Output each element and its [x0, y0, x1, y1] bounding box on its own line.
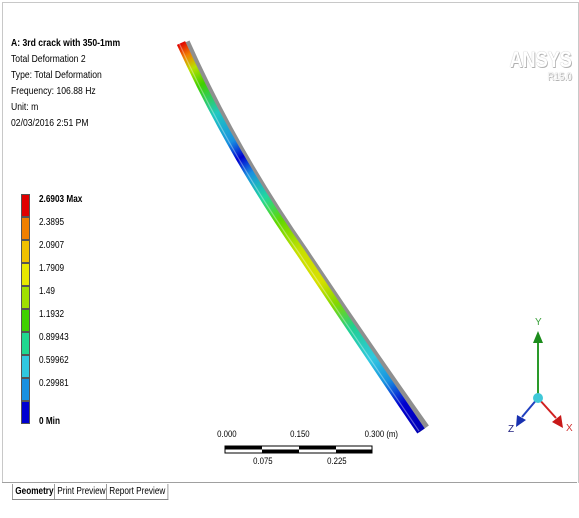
view-tab-bar: Geometry Print Preview Report Preview — [2, 482, 577, 517]
result-unit: Unit: m — [11, 101, 39, 113]
logo-version: R15.0 — [547, 71, 572, 83]
scale-label: 0.150 — [290, 429, 310, 440]
result-type: Type: Total Deformation — [11, 69, 102, 81]
tab-geometry[interactable]: Geometry — [12, 484, 57, 500]
legend-band-3 — [21, 240, 30, 263]
ansys-logo: ANSYS R15.0 — [496, 47, 572, 83]
triad-origin-icon — [533, 393, 543, 403]
legend-value: 2.3895 — [39, 217, 65, 228]
legend-value: 2.0907 — [39, 240, 65, 251]
legend-band-6 — [21, 309, 30, 332]
legend-band-4 — [21, 263, 30, 286]
tab-report-preview[interactable]: Report Preview — [106, 484, 169, 500]
x-axis-arrow-icon — [552, 415, 563, 428]
triad-x-label: X — [566, 423, 573, 434]
legend-band-5 — [21, 286, 30, 309]
legend-band-7 — [21, 332, 30, 355]
legend-value: 1.49 — [39, 286, 55, 297]
legend-band-1 — [21, 194, 30, 217]
graphics-viewport[interactable]: A: 3rd crack with 350-1mm Total Deformat… — [2, 2, 579, 483]
beam-body — [176, 41, 425, 434]
scale-bar-graphic — [224, 445, 373, 454]
legend-value: 0.89943 — [39, 332, 69, 343]
beam-shadow — [178, 40, 429, 433]
scale-label: 0.075 — [253, 456, 273, 467]
logo-brand: ANSYS — [509, 47, 572, 72]
z-axis-arrow-icon — [516, 415, 526, 427]
coordinate-triad[interactable]: Y X Z — [508, 303, 578, 443]
legend-value: 0.59962 — [39, 355, 69, 366]
triad-z-label: Z — [508, 424, 514, 435]
triad-y-label: Y — [535, 317, 542, 328]
legend-max-label: 2.6903 Max — [39, 194, 83, 205]
triad-graphic: Y X Z — [508, 317, 573, 435]
beam-highlight — [178, 42, 420, 432]
scale-ruler: 0.000 0.150 0.300 (m) 0.075 0.225 — [203, 423, 423, 473]
analysis-title: A: 3rd crack with 350-1mm — [11, 37, 121, 49]
scale-label: 0.000 — [217, 429, 237, 440]
deformed-beam-model[interactable] — [3, 3, 578, 483]
legend-min-label: 0 Min — [39, 416, 60, 427]
result-timestamp: 02/03/2016 2:51 PM — [11, 117, 89, 129]
legend-value: 1.1932 — [39, 309, 65, 320]
result-name: Total Deformation 2 — [11, 53, 86, 65]
legend-band-9 — [21, 378, 30, 401]
legend-value: 1.7909 — [39, 263, 65, 274]
result-frequency: Frequency: 106.88 Hz — [11, 85, 96, 97]
result-info-block: A: 3rd crack with 350-1mm Total Deformat… — [11, 35, 144, 131]
scale-label: 0.225 — [327, 456, 347, 467]
tab-print-preview[interactable]: Print Preview — [54, 484, 109, 500]
y-axis-arrow-icon — [533, 331, 543, 343]
legend-band-10 — [21, 401, 30, 424]
legend-value: 0.29981 — [39, 378, 69, 389]
legend-band-2 — [21, 217, 30, 240]
scale-label: 0.300 (m) — [364, 429, 398, 440]
legend-band-8 — [21, 355, 30, 378]
